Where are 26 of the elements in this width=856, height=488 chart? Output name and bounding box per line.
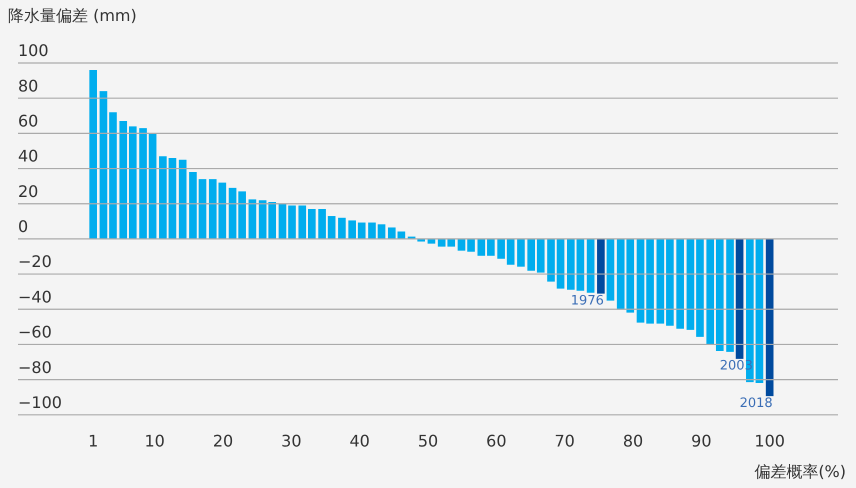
x-tick-label: 90 <box>691 432 712 451</box>
x-tick-label: 100 <box>754 432 785 451</box>
y-axis-title: 降水量偏差 (mm) <box>8 6 137 27</box>
x-tick-label: 40 <box>349 432 370 451</box>
y-tick-label: −100 <box>18 392 62 412</box>
x-axis-title: 偏差概率(%) <box>754 462 846 483</box>
x-tick-label: 1 <box>88 432 98 451</box>
y-tick-label: −60 <box>18 322 52 342</box>
y-tick-label: 100 <box>18 41 49 60</box>
x-tick-label: 70 <box>554 432 575 451</box>
y-tick-label: −80 <box>18 358 52 377</box>
y-tick-label: 60 <box>18 112 38 131</box>
x-tick-label: 30 <box>281 432 302 451</box>
y-tick-label: 80 <box>18 76 38 96</box>
x-tick-label: 80 <box>622 432 644 451</box>
y-tick-label: 40 <box>18 146 38 166</box>
annotation: 1976 <box>570 293 604 308</box>
x-tick-label: 10 <box>144 432 165 451</box>
annotation: 2018 <box>740 396 773 412</box>
y-tick-label: −40 <box>18 287 52 306</box>
x-tick-label: 60 <box>486 432 507 451</box>
y-tick-label: −20 <box>18 252 52 272</box>
x-tick-label: 20 <box>212 432 234 451</box>
x-tick-label: 50 <box>418 432 438 451</box>
y-tick-label: 0 <box>18 217 28 236</box>
y-tick-label: 20 <box>18 182 38 201</box>
